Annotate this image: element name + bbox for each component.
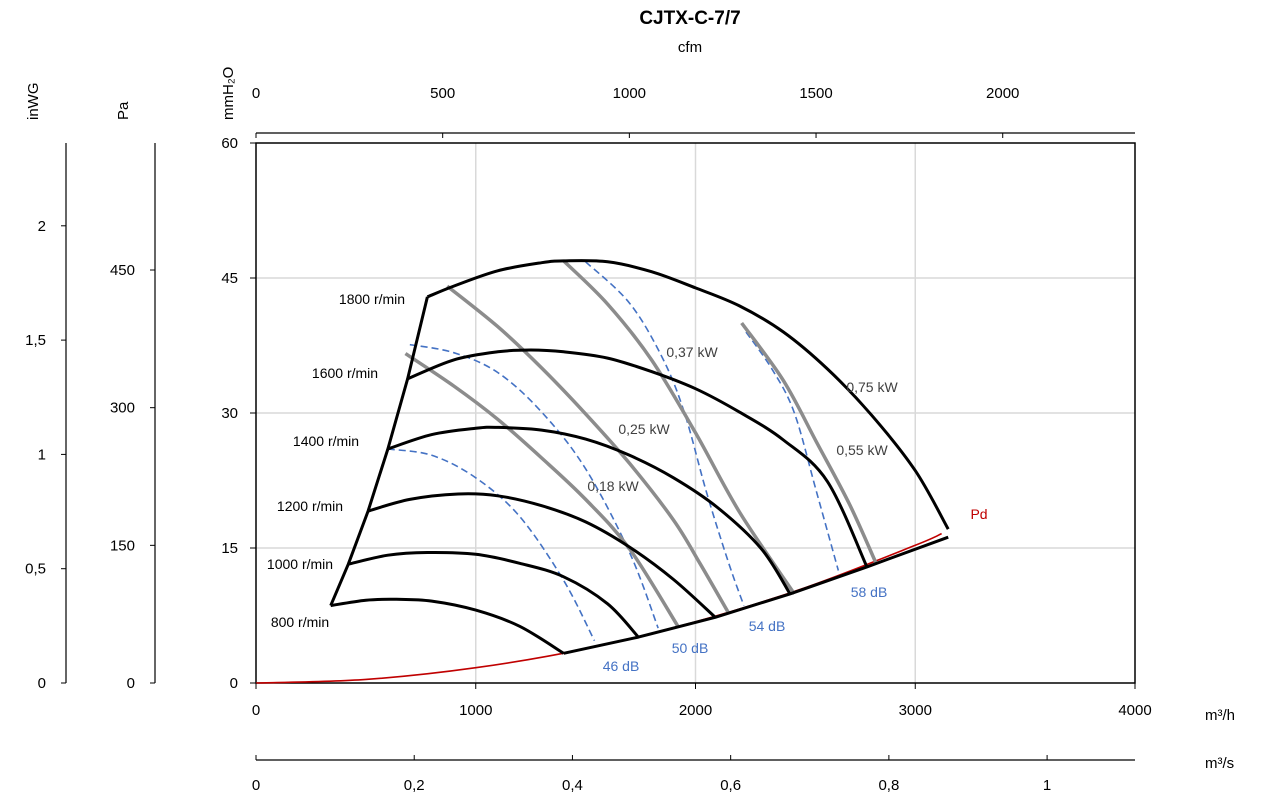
annotation-label: 1400 r/min — [293, 433, 359, 449]
unit-pa: Pa — [115, 101, 132, 120]
cfm-tick-label: 0 — [252, 85, 260, 102]
x-tick-label: 4000 — [1118, 702, 1151, 719]
annotation-label: 0,55 kW — [836, 442, 888, 458]
top-axis-unit: cfm — [678, 39, 702, 56]
chart-title: CJTX-C-7/7 — [639, 8, 740, 29]
sound-curve — [745, 331, 840, 571]
cfm-tick-label: 1000 — [613, 85, 646, 102]
x-tick-label: 0 — [252, 702, 260, 719]
annotation-label: 1200 r/min — [277, 498, 343, 514]
unit-m3h: m³/h — [1205, 707, 1235, 724]
unit-mmh2o: mmH₂O — [220, 67, 237, 120]
sound-curve — [585, 261, 745, 606]
speed-curve — [347, 550, 640, 639]
annotation-label: 0,75 kW — [846, 379, 898, 395]
speed-curve — [330, 597, 565, 655]
speed-curve — [426, 259, 950, 530]
speed-envelope-left — [329, 296, 429, 607]
m3s-tick-label: 0,8 — [878, 777, 899, 794]
y-tick-label: 45 — [221, 270, 238, 287]
annotation-label: 0,18 kW — [587, 478, 639, 494]
sound-curves — [387, 261, 840, 642]
annotation-label: 46 dB — [603, 658, 640, 674]
y-tick-label: 0 — [230, 675, 238, 692]
power-curve — [562, 259, 796, 595]
unit-inwg: inWG — [25, 83, 42, 121]
power-curve — [740, 321, 878, 564]
cfm-tick-label: 2000 — [986, 85, 1019, 102]
speed-envelope-bottom — [563, 535, 949, 655]
speed-curve — [367, 492, 717, 619]
pa-tick-label: 150 — [110, 537, 135, 554]
cfm-tick-label: 1500 — [799, 85, 832, 102]
x-tick-label: 3000 — [899, 702, 932, 719]
unit-m3s: m³/s — [1205, 755, 1234, 772]
annotations: 1800 r/min 1600 r/min 1400 r/min 1200 r/min… — [267, 291, 988, 674]
pa-tick-label: 450 — [110, 262, 135, 279]
m3s-tick-label: 0,2 — [404, 777, 425, 794]
m3s-tick-label: 1 — [1043, 777, 1051, 794]
inwg-tick-label: 0 — [38, 675, 46, 692]
x-tick-label: 1000 — [459, 702, 492, 719]
power-curve — [404, 352, 680, 628]
annotation-label: 0,25 kW — [618, 421, 670, 437]
inwg-tick-label: 1,5 — [25, 332, 46, 349]
m3s-tick-label: 0,6 — [720, 777, 741, 794]
x-tick-label: 2000 — [679, 702, 712, 719]
annotation-label: 1800 r/min — [339, 291, 405, 307]
annotation-label: 50 dB — [672, 640, 709, 656]
power-curve — [446, 284, 730, 614]
pd-curve-line — [255, 532, 942, 684]
grid — [256, 143, 1135, 683]
m3s-tick-label: 0 — [252, 777, 260, 794]
annotation-label: 0,37 kW — [666, 344, 718, 360]
speed-curves — [329, 259, 950, 655]
inwg-tick-label: 0,5 — [25, 561, 46, 578]
pa-tick-label: 300 — [110, 400, 135, 417]
y-tick-label: 15 — [221, 540, 238, 557]
y-tick-label: 60 — [221, 135, 238, 152]
annotation-label: 1600 r/min — [312, 365, 378, 381]
sound-curve — [409, 343, 659, 629]
annotation-label: 54 dB — [749, 618, 786, 634]
speed-curve — [407, 348, 869, 568]
inwg-tick-label: 2 — [38, 218, 46, 235]
m3s-tick-label: 0,4 — [562, 777, 583, 794]
power-curves — [404, 259, 878, 628]
annotation-label: 58 dB — [851, 584, 888, 600]
y-tick-label: 30 — [221, 405, 238, 422]
pa-tick-label: 0 — [127, 675, 135, 692]
annotation-label: Pd — [970, 506, 987, 522]
cfm-tick-label: 500 — [430, 85, 455, 102]
speed-curve — [387, 425, 792, 595]
pd-curve — [255, 532, 942, 684]
annotation-label: 800 r/min — [271, 614, 329, 630]
annotation-label: 1000 r/min — [267, 556, 333, 572]
inwg-tick-label: 1 — [38, 446, 46, 463]
